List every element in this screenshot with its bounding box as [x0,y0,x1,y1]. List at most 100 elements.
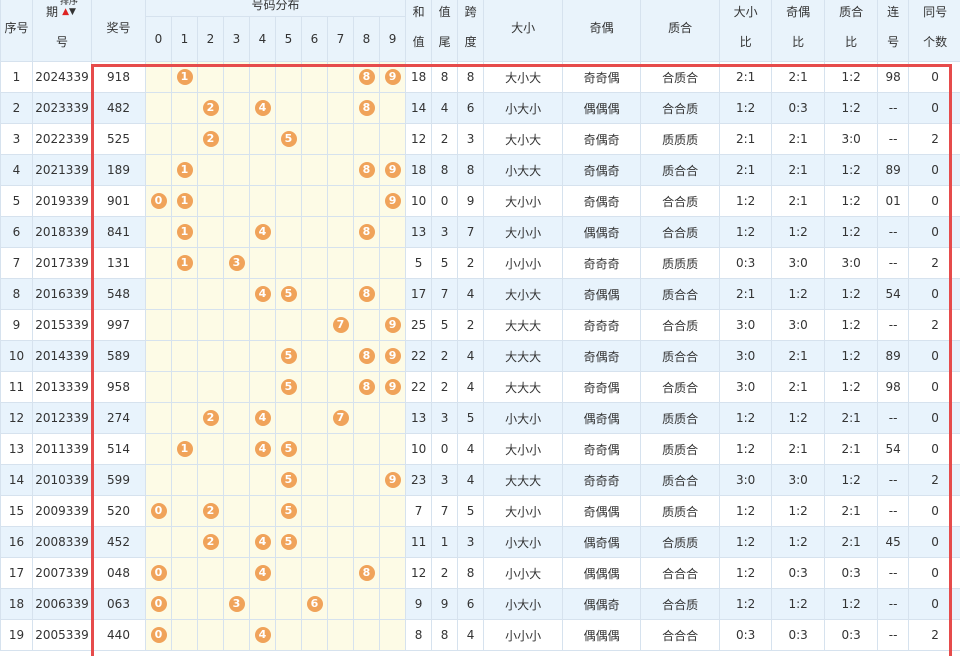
digit-cell-5: 5 [275,123,302,155]
digit-cell-2 [197,340,224,372]
digit-cell-9: 9 [378,371,407,403]
parity-cell: 偶偶偶 [562,557,642,589]
digit-cell-2 [197,588,224,620]
digit-cell-4: 4 [249,402,276,434]
size-cell: 小小小 [483,247,564,279]
period-cell: 2014339 [32,340,92,372]
digit-cell-7 [327,92,354,124]
size-cell: 小大小 [483,402,564,434]
same-count-cell: 0 [908,495,960,527]
digit-ball: 3 [228,255,245,271]
span-cell: 2 [457,247,485,279]
digit-cell-5: 5 [275,278,302,310]
same-count-cell: 0 [908,433,960,465]
digit-cell-3: 3 [223,247,250,279]
digit-ball: 7 [332,410,349,426]
digit-cell-7 [327,123,354,155]
size-ratio-cell: 3:0 [719,309,773,341]
digit-cell-0 [145,216,172,248]
same-count-cell: 2 [908,619,960,651]
digit-cell-9 [378,247,407,279]
digit-cell-8: 8 [353,61,380,93]
tail-cell: 2 [431,557,459,589]
digit-cell-5 [275,309,302,341]
size-cell: 大小大 [483,61,564,93]
sort-down-icon: ▼ [69,7,76,17]
digit-ball: 9 [384,379,401,395]
digit-ball: 5 [280,503,297,519]
parity-cell: 偶偶奇 [562,588,642,620]
same-count-cell: 0 [908,154,960,186]
digit-cell-0 [145,92,172,124]
digit-cell-7 [327,154,354,186]
sum-cell: 25 [405,309,433,341]
digit-ball: 4 [254,100,271,116]
digit-cell-4 [249,371,276,403]
prime-cell: 合质质 [640,526,721,558]
digit-cell-0 [145,61,172,93]
header-prime-ratio: 质合比 [824,0,879,62]
digit-cell-3 [223,278,250,310]
header-number: 奖号 [91,0,146,62]
digit-cell-0 [145,526,172,558]
digit-cell-6 [301,495,328,527]
tail-cell: 0 [431,185,459,217]
digit-cell-6 [301,526,328,558]
size-ratio-cell: 1:2 [719,557,773,589]
size-ratio-cell: 0:3 [719,619,773,651]
row-index: 2 [0,92,33,124]
digit-cell-4: 4 [249,619,276,651]
parity-cell: 奇偶偶 [562,495,642,527]
sort-toggle[interactable]: 排序 ▲▼ [60,0,78,17]
digit-cell-6 [301,309,328,341]
digit-cell-8: 8 [353,557,380,589]
parity-cell: 偶奇偶 [562,526,642,558]
digit-ball: 1 [176,224,193,240]
header-period-label-a: 期 [45,5,58,19]
digit-cell-2 [197,371,224,403]
parity-ratio-cell: 1:2 [771,526,826,558]
digit-cell-4 [249,464,276,496]
digit-cell-0 [145,340,172,372]
digit-cell-7 [327,278,354,310]
digit-cell-4: 4 [249,278,276,310]
tail-cell: 8 [431,61,459,93]
digit-ball: 4 [254,224,271,240]
tail-cell: 4 [431,92,459,124]
prime-ratio-cell: 1:2 [824,154,879,186]
digit-cell-7 [327,216,354,248]
digit-cell-6 [301,402,328,434]
row-index: 3 [0,123,33,155]
parity-ratio-cell: 3:0 [771,309,826,341]
size-cell: 小小大 [483,557,564,589]
digit-cell-9 [378,557,407,589]
parity-cell: 偶偶奇 [562,216,642,248]
digit-cell-6 [301,185,328,217]
period-cell: 2018339 [32,216,92,248]
size-ratio-cell: 2:1 [719,154,773,186]
tail-cell: 1 [431,526,459,558]
header-period[interactable]: 期排序 ▲▼ 号 [32,0,92,62]
prime-cell: 质合合 [640,464,721,496]
digit-cell-4: 4 [249,92,276,124]
digit-ball: 2 [202,534,219,550]
number-cell: 131 [91,247,146,279]
consec-cell: 54 [877,433,910,465]
span-cell: 4 [457,619,485,651]
table-row: 12 2012339 274 2 4 7 13 3 5 小大小 偶奇偶 质质合 1:2 1:2 2:1 -- 0 [0,402,960,434]
sum-cell: 14 [405,92,433,124]
digit-cell-3 [223,433,250,465]
sum-cell: 23 [405,464,433,496]
size-cell: 大小小 [483,216,564,248]
size-cell: 大大大 [483,340,564,372]
parity-ratio-cell: 2:1 [771,123,826,155]
digit-cell-7 [327,340,354,372]
prime-cell: 质合合 [640,154,721,186]
span-cell: 9 [457,185,485,217]
digit-cell-9: 9 [378,464,407,496]
size-ratio-cell: 3:0 [719,340,773,372]
span-cell: 4 [457,433,485,465]
number-cell: 525 [91,123,146,155]
parity-cell: 偶偶偶 [562,92,642,124]
digit-cell-5 [275,619,302,651]
